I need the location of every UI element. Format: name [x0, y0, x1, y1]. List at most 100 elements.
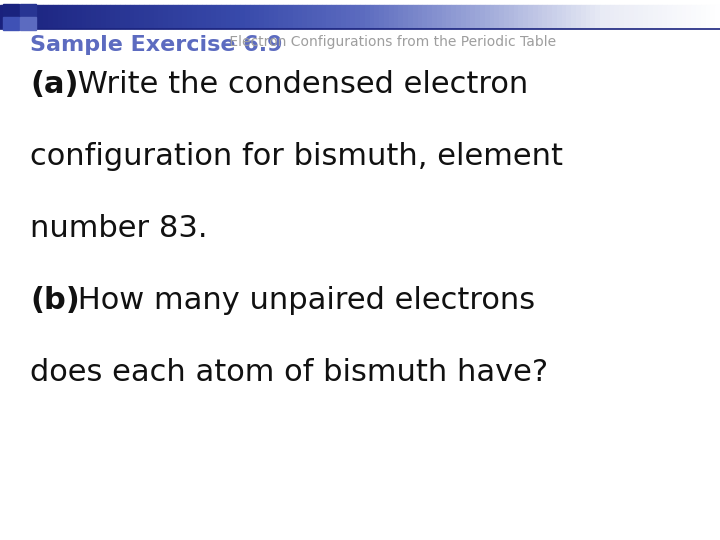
Bar [20, 17, 36, 30]
Bar [557, 5, 562, 28]
Bar [202, 5, 207, 28]
Bar [115, 5, 120, 28]
Bar [682, 5, 686, 28]
Bar [490, 5, 495, 28]
Bar [523, 5, 528, 28]
Bar [672, 5, 677, 28]
Bar [230, 5, 235, 28]
Bar [600, 5, 605, 28]
Bar [351, 5, 355, 28]
Bar [518, 5, 523, 28]
Bar [38, 5, 43, 28]
Bar [288, 5, 293, 28]
Bar [14, 5, 19, 28]
Bar [504, 5, 509, 28]
Text: Sample Exercise 6.9: Sample Exercise 6.9 [30, 35, 282, 55]
Bar [639, 5, 643, 28]
Text: (b): (b) [30, 286, 80, 315]
Bar [274, 5, 279, 28]
Bar [20, 4, 36, 17]
Bar [624, 5, 629, 28]
Bar [173, 5, 178, 28]
Bar [715, 5, 720, 28]
Bar [403, 5, 408, 28]
Bar [34, 5, 38, 28]
Bar [706, 5, 711, 28]
Bar [576, 5, 581, 28]
Text: does each atom of bismuth have?: does each atom of bismuth have? [30, 358, 548, 387]
Bar [437, 5, 441, 28]
Bar [585, 5, 590, 28]
Bar [581, 5, 585, 28]
Bar [667, 5, 672, 28]
Bar [451, 5, 456, 28]
Text: How many unpaired electrons: How many unpaired electrons [68, 286, 535, 315]
Bar [192, 5, 197, 28]
Bar [110, 5, 115, 28]
Bar [216, 5, 221, 28]
Bar [441, 5, 446, 28]
Bar [67, 5, 72, 28]
Bar [619, 5, 624, 28]
Bar [595, 5, 600, 28]
Bar [643, 5, 648, 28]
Bar [346, 5, 351, 28]
Bar [369, 5, 374, 28]
Bar [461, 5, 466, 28]
Bar [235, 5, 240, 28]
Bar [322, 5, 326, 28]
Bar [3, 17, 19, 30]
Bar [91, 5, 96, 28]
Bar [43, 5, 48, 28]
Bar [677, 5, 682, 28]
Bar [499, 5, 504, 28]
Bar [101, 5, 106, 28]
Bar [360, 5, 365, 28]
Bar [379, 5, 384, 28]
Bar [302, 5, 307, 28]
Bar [691, 5, 696, 28]
Bar [326, 5, 331, 28]
Bar [394, 5, 398, 28]
Bar [547, 5, 552, 28]
Bar [398, 5, 403, 28]
Bar [163, 5, 168, 28]
Bar [120, 5, 125, 28]
Bar [634, 5, 639, 28]
Bar [106, 5, 110, 28]
Bar [423, 5, 427, 28]
Bar [456, 5, 461, 28]
Bar [135, 5, 139, 28]
Bar [336, 5, 341, 28]
Bar [48, 5, 53, 28]
Bar [81, 5, 86, 28]
Bar [480, 5, 485, 28]
Bar [509, 5, 513, 28]
Bar [686, 5, 691, 28]
Bar [413, 5, 418, 28]
Bar [259, 5, 264, 28]
Bar [466, 5, 470, 28]
Bar [384, 5, 389, 28]
Bar [168, 5, 173, 28]
Bar [77, 5, 81, 28]
Bar [446, 5, 451, 28]
Bar [696, 5, 701, 28]
Bar [427, 5, 432, 28]
Bar [341, 5, 346, 28]
Bar [542, 5, 547, 28]
Bar [533, 5, 538, 28]
Text: configuration for bismuth, element: configuration for bismuth, element [30, 142, 563, 171]
Text: number 83.: number 83. [30, 214, 207, 243]
Bar [63, 5, 67, 28]
Bar [528, 5, 533, 28]
Bar [610, 5, 614, 28]
Bar [495, 5, 499, 28]
Bar [408, 5, 413, 28]
Bar [365, 5, 369, 28]
Bar [567, 5, 571, 28]
Bar [96, 5, 101, 28]
Bar [72, 5, 77, 28]
Bar [562, 5, 567, 28]
Bar [19, 5, 24, 28]
